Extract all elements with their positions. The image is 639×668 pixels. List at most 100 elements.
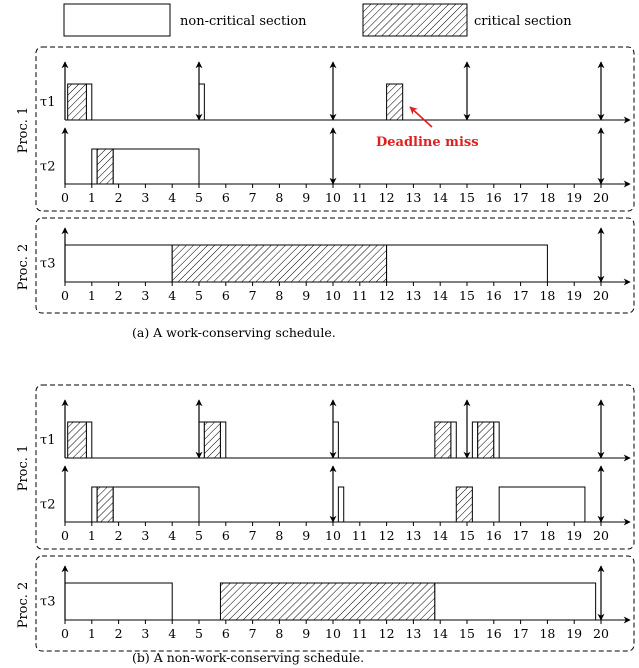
tick-label: 19	[566, 190, 582, 205]
figure-caption: (a) A work-conserving schedule.	[132, 325, 336, 340]
tick-label: 12	[379, 528, 395, 543]
legend-critical-swatch	[362, 3, 468, 37]
tick-label: 8	[275, 528, 283, 543]
tick-label: 16	[486, 190, 502, 205]
tick-label: 17	[513, 626, 529, 641]
tick-label: 20	[593, 626, 609, 641]
non-critical-section-bar	[64, 244, 173, 283]
tick-label: 9	[302, 626, 310, 641]
tick-label: 6	[222, 626, 230, 641]
tick-label: 0	[61, 528, 69, 543]
legend-critical-label: critical section	[474, 14, 572, 29]
non-critical-section-bar	[386, 244, 548, 283]
critical-section-bar	[203, 421, 221, 459]
tick-label: 18	[539, 288, 555, 303]
proc2-label: Proc. 2	[16, 582, 31, 629]
tick-label: 20	[593, 288, 609, 303]
tick-label: 12	[379, 288, 395, 303]
tick-label: 8	[275, 288, 283, 303]
tick-label: 13	[405, 626, 421, 641]
tick-label: 19	[566, 528, 582, 543]
tick-label: 14	[432, 288, 448, 303]
non-critical-section-bar	[471, 421, 479, 459]
tick-label: 19	[566, 626, 582, 641]
tick-label: 18	[539, 190, 555, 205]
tick-label: 18	[539, 528, 555, 543]
critical-section-bar	[434, 421, 452, 459]
tick-label: 20	[593, 528, 609, 543]
proc1-label: Proc. 1	[16, 445, 31, 492]
tick-label: 7	[249, 190, 257, 205]
tick-label: 2	[115, 190, 123, 205]
task-label: τ3	[40, 595, 55, 610]
tick-label: 10	[325, 528, 341, 543]
task-label: τ3	[40, 257, 55, 272]
critical-section-bar	[477, 421, 495, 459]
tick-label: 17	[513, 528, 529, 543]
tick-label: 9	[302, 528, 310, 543]
tick-label: 10	[325, 190, 341, 205]
critical-section-bar	[219, 582, 436, 621]
legend-non-critical-swatch	[63, 3, 171, 37]
non-critical-section-bar	[85, 83, 93, 121]
tick-label: 4	[168, 288, 176, 303]
tick-label: 13	[405, 190, 421, 205]
tick-label: 9	[302, 288, 310, 303]
tick-label: 1	[88, 288, 96, 303]
tick-label: 5	[195, 190, 203, 205]
tick-label: 5	[195, 288, 203, 303]
non-critical-section-bar	[64, 582, 173, 621]
tick-label: 0	[61, 626, 69, 641]
tick-label: 12	[379, 626, 395, 641]
tick-label: 4	[168, 528, 176, 543]
non-critical-section-bar	[498, 486, 586, 523]
tick-label: 3	[141, 288, 149, 303]
tick-label: 10	[325, 626, 341, 641]
tick-label: 10	[325, 288, 341, 303]
proc2-frame	[35, 555, 635, 652]
critical-section-bar	[67, 83, 87, 121]
tick-label: 16	[486, 528, 502, 543]
tick-label: 11	[352, 288, 368, 303]
tick-label: 13	[405, 528, 421, 543]
tick-label: 5	[195, 626, 203, 641]
tick-label: 18	[539, 626, 555, 641]
tick-label: 2	[115, 626, 123, 641]
proc2-label: Proc. 2	[16, 244, 31, 291]
non-critical-section-bar	[450, 421, 457, 459]
non-critical-section-bar	[198, 83, 205, 121]
critical-section-bar	[96, 486, 114, 523]
non-critical-section-bar	[493, 421, 500, 459]
non-critical-section-bar	[434, 582, 597, 621]
tick-label: 9	[302, 190, 310, 205]
non-critical-section-bar	[337, 486, 345, 523]
tick-label: 11	[352, 528, 368, 543]
task-label: τ1	[40, 95, 55, 110]
tick-label: 11	[352, 190, 368, 205]
non-critical-section-bar	[112, 486, 200, 523]
tick-label: 16	[486, 288, 502, 303]
tick-label: 17	[513, 288, 529, 303]
tick-label: 5	[195, 528, 203, 543]
non-critical-section-bar	[332, 421, 339, 459]
tick-label: 11	[352, 626, 368, 641]
tick-label: 2	[115, 528, 123, 543]
critical-section-bar	[171, 244, 388, 283]
deadline-miss-label: Deadline miss	[376, 135, 479, 150]
non-critical-section-bar	[85, 421, 93, 459]
critical-section-bar	[67, 421, 87, 459]
non-critical-section-bar	[198, 421, 205, 459]
deadline-miss-arrow	[409, 106, 433, 128]
tick-label: 14	[432, 190, 448, 205]
tick-label: 3	[141, 626, 149, 641]
proc1-label: Proc. 1	[16, 107, 31, 154]
tick-label: 3	[141, 528, 149, 543]
task-label: τ2	[40, 498, 55, 513]
non-critical-section-bar	[91, 486, 98, 523]
tick-label: 12	[379, 190, 395, 205]
task-label: τ2	[40, 160, 55, 175]
tick-label: 17	[513, 190, 529, 205]
